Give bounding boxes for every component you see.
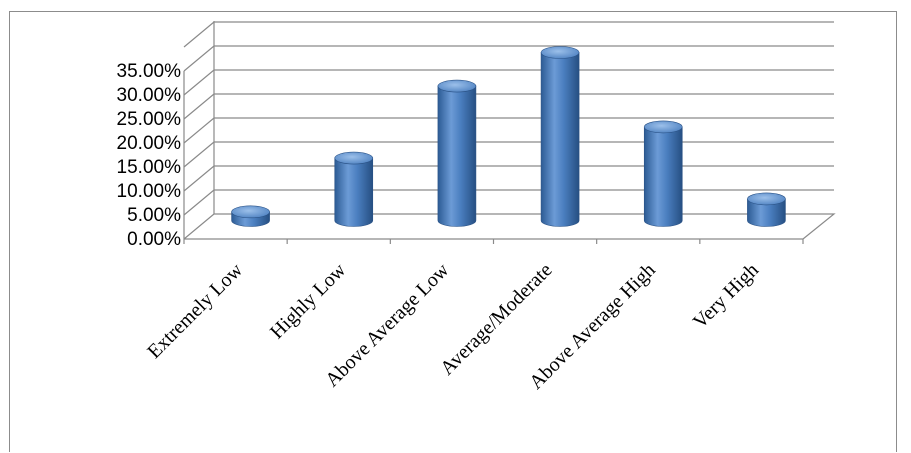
gridline (183, 69, 834, 96)
bar (540, 46, 580, 227)
gridline (183, 165, 834, 192)
chart-walls (183, 21, 836, 240)
chart-floor (183, 213, 836, 240)
y-tick-label: 0.00% (127, 229, 181, 250)
bar-body (437, 85, 477, 227)
bar-chart: 0.00% 5.00% 10.00% 15.00% 20.00% 25.00% 30.00%… (117, 21, 836, 394)
gridline (183, 141, 834, 168)
bars (231, 46, 786, 227)
bar-body (540, 52, 580, 227)
bar (334, 151, 374, 227)
bar-top (540, 46, 580, 59)
y-tick-label: 25.00% (117, 109, 182, 130)
y-tick-label: 10.00% (117, 181, 182, 202)
bar-top (643, 120, 683, 134)
x-tick-label: Extremely Low (143, 259, 247, 363)
y-tick-label: 20.00% (117, 133, 182, 154)
y-tick-label: 35.00% (117, 61, 182, 82)
gridlines (183, 21, 834, 216)
x-tick-label: Very High (689, 259, 763, 333)
gridline (183, 117, 834, 144)
bar-body (334, 157, 374, 227)
gridline (183, 189, 834, 216)
gridline (183, 93, 834, 120)
gridline (183, 21, 834, 48)
y-tick-label: 30.00% (117, 85, 182, 106)
bar-body (643, 126, 683, 227)
bar (437, 79, 477, 227)
bar-top (747, 192, 786, 206)
bar-top (231, 205, 270, 219)
bar-body (747, 198, 786, 227)
y-axis: 0.00% 5.00% 10.00% 15.00% 20.00% 25.00% 30.00%… (117, 61, 182, 250)
gridline (183, 45, 834, 72)
x-tick-label: Average/Moderate (436, 259, 557, 380)
bar-top (437, 79, 477, 93)
bar (643, 120, 683, 227)
x-tick-label: Highly Low (266, 259, 351, 344)
bar (231, 205, 270, 227)
y-tick-label: 5.00% (127, 205, 181, 226)
y-tick-label: 15.00% (117, 157, 182, 178)
bar-top (334, 151, 374, 165)
bar (747, 192, 786, 227)
chart-frame: 0.00% 5.00% 10.00% 15.00% 20.00% 25.00% 30.00%… (9, 11, 897, 452)
